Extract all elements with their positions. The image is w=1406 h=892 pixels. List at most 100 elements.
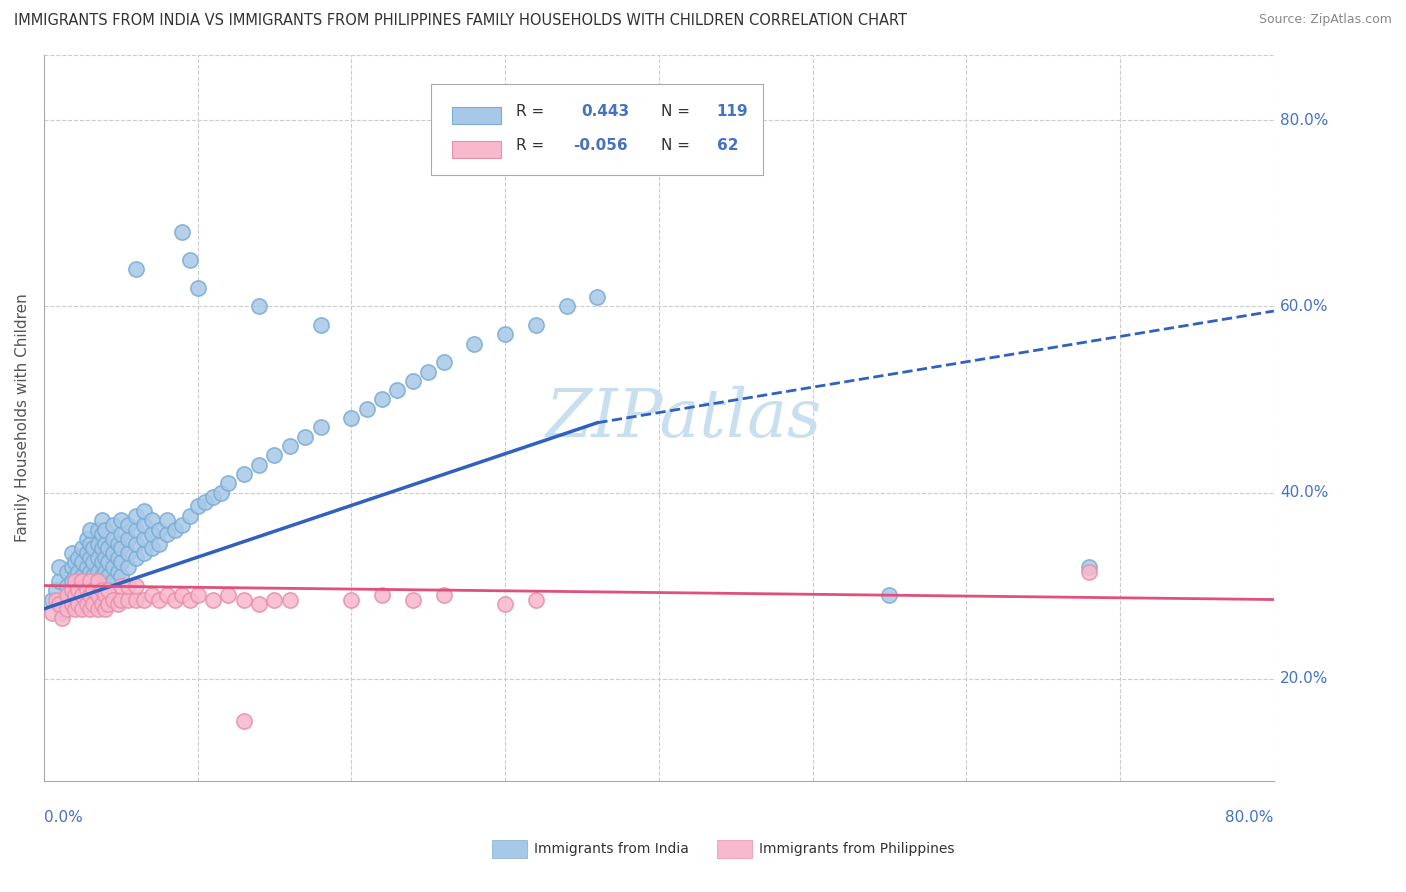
Point [132, 518, 155, 533]
Point [356, 401, 378, 416]
Text: 80.0%: 80.0% [1279, 112, 1329, 128]
Point [97, 555, 120, 569]
Point [232, 592, 254, 607]
Point [247, 597, 270, 611]
Point [94, 565, 117, 579]
Point [91, 541, 114, 556]
Point [94, 602, 117, 616]
Point [148, 523, 170, 537]
Point [156, 513, 179, 527]
Text: 0.443: 0.443 [581, 104, 630, 120]
Point [76, 588, 98, 602]
Point [66, 592, 89, 607]
Text: 119: 119 [717, 104, 748, 120]
Bar [453, 107, 502, 124]
Point [125, 508, 148, 523]
Text: R =: R = [516, 138, 544, 153]
Point [101, 518, 124, 533]
Point [82, 583, 104, 598]
Point [72, 602, 94, 616]
Point [524, 592, 547, 607]
Text: 62: 62 [717, 138, 738, 153]
Point [72, 555, 94, 569]
Point [56, 602, 79, 616]
Point [86, 523, 108, 537]
Point [91, 527, 114, 541]
Point [141, 541, 163, 556]
Text: Immigrants from Philippines: Immigrants from Philippines [759, 842, 955, 856]
Point [86, 537, 108, 551]
Point [97, 569, 120, 583]
Point [141, 588, 163, 602]
Point [72, 597, 94, 611]
Point [72, 574, 94, 588]
Point [91, 569, 114, 583]
Point [172, 518, 194, 533]
Point [91, 513, 114, 527]
Point [101, 574, 124, 588]
Point [172, 225, 194, 239]
Point [371, 392, 394, 407]
Point [79, 574, 101, 588]
Point [76, 583, 98, 598]
Point [117, 592, 139, 607]
Point [91, 583, 114, 598]
Text: Immigrants from India: Immigrants from India [534, 842, 689, 856]
Point [94, 588, 117, 602]
Point [163, 592, 186, 607]
Point [117, 532, 139, 546]
Point [76, 560, 98, 574]
Point [232, 714, 254, 728]
Point [263, 448, 285, 462]
Point [41, 592, 63, 607]
Text: N =: N = [661, 104, 690, 120]
Point [132, 532, 155, 546]
Point [72, 541, 94, 556]
Point [148, 592, 170, 607]
Point [117, 560, 139, 574]
Point [56, 565, 79, 579]
Point [586, 290, 609, 304]
Point [101, 592, 124, 607]
Point [340, 592, 363, 607]
Point [60, 546, 83, 560]
Point [132, 592, 155, 607]
Point [107, 597, 129, 611]
Point [97, 541, 120, 556]
Point [433, 588, 456, 602]
Point [79, 550, 101, 565]
Point [494, 327, 516, 342]
Point [79, 588, 101, 602]
Point [1078, 565, 1101, 579]
Point [76, 597, 98, 611]
Point [94, 550, 117, 565]
Point [371, 588, 394, 602]
Text: 60.0%: 60.0% [1279, 299, 1329, 314]
Point [110, 592, 132, 607]
Point [132, 546, 155, 560]
Point [340, 411, 363, 425]
Point [86, 550, 108, 565]
Point [125, 523, 148, 537]
Point [402, 592, 425, 607]
Point [125, 537, 148, 551]
Point [63, 574, 86, 588]
Point [72, 588, 94, 602]
Point [63, 588, 86, 602]
Point [107, 537, 129, 551]
Point [82, 597, 104, 611]
Point [48, 560, 70, 574]
Point [48, 574, 70, 588]
Text: 80.0%: 80.0% [1226, 810, 1274, 825]
Text: Source: ZipAtlas.com: Source: ZipAtlas.com [1258, 13, 1392, 27]
Point [63, 602, 86, 616]
Point [278, 439, 301, 453]
Point [86, 592, 108, 607]
Text: 40.0%: 40.0% [1279, 485, 1329, 500]
Point [86, 565, 108, 579]
Point [187, 281, 209, 295]
Point [66, 597, 89, 611]
Point [402, 374, 425, 388]
Point [117, 546, 139, 560]
Point [79, 602, 101, 616]
